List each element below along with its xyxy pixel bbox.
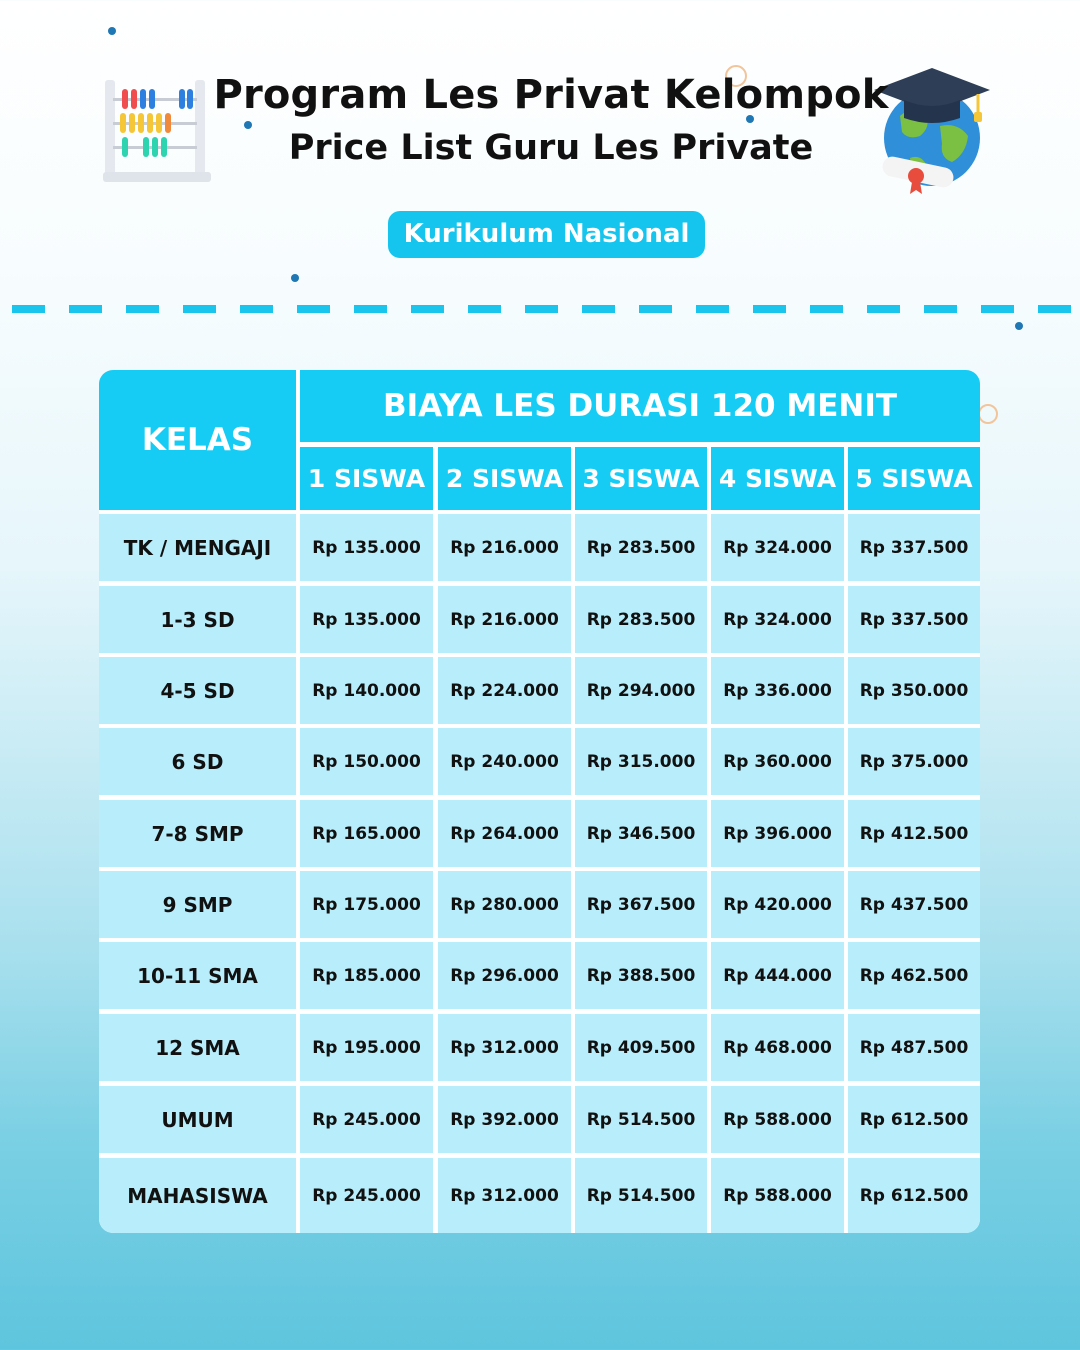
- price-cell: Rp 294.000: [575, 657, 707, 724]
- price-cell: Rp 195.000: [300, 1014, 433, 1081]
- price-cell: Rp 245.000: [300, 1086, 433, 1153]
- kelas-cell: 12 SMA: [99, 1014, 296, 1081]
- price-cell: Rp 264.000: [438, 800, 571, 867]
- price-cell: Rp 185.000: [300, 942, 433, 1009]
- price-cell: Rp 350.000: [848, 657, 980, 724]
- price-cell: Rp 412.500: [848, 800, 980, 867]
- curriculum-badge: Kurikulum Nasional: [388, 211, 705, 258]
- kelas-cell: 9 SMP: [99, 871, 296, 938]
- decor-ring: [725, 65, 747, 87]
- price-cell: Rp 396.000: [711, 800, 844, 867]
- price-cell: Rp 312.000: [438, 1014, 571, 1081]
- decor-dot: [1015, 322, 1023, 330]
- price-cell: Rp 296.000: [438, 942, 571, 1009]
- kelas-cell: UMUM: [99, 1086, 296, 1153]
- price-cell: Rp 337.500: [848, 514, 980, 581]
- price-cell: Rp 360.000: [711, 728, 844, 795]
- price-cell: Rp 216.000: [438, 514, 571, 581]
- price-cell: Rp 324.000: [711, 586, 844, 653]
- price-cell: Rp 240.000: [438, 728, 571, 795]
- price-cell: Rp 135.000: [300, 514, 433, 581]
- price-cell: Rp 612.500: [848, 1086, 980, 1153]
- column-header: 1 SISWA: [300, 447, 433, 510]
- price-cell: Rp 409.500: [575, 1014, 707, 1081]
- price-cell: Rp 150.000: [300, 728, 433, 795]
- kelas-cell: 4-5 SD: [99, 657, 296, 724]
- decor-dot: [244, 121, 252, 129]
- page-title: Program Les Privat Kelompok: [213, 72, 889, 118]
- price-cell: Rp 245.000: [300, 1158, 433, 1233]
- price-cell: Rp 283.500: [575, 586, 707, 653]
- graduation-globe-icon: [874, 68, 990, 194]
- decor-dot: [746, 115, 754, 123]
- duration-header: BIAYA LES DURASI 120 MENIT: [300, 370, 980, 442]
- abacus-icon: [103, 80, 211, 182]
- price-cell: Rp 514.500: [575, 1158, 707, 1233]
- price-table: KELAS BIAYA LES DURASI 120 MENIT 1 SISWA…: [99, 370, 980, 1233]
- price-cell: Rp 588.000: [711, 1158, 844, 1233]
- column-header: 4 SISWA: [711, 447, 844, 510]
- price-cell: Rp 437.500: [848, 871, 980, 938]
- kelas-cell: 7-8 SMP: [99, 800, 296, 867]
- price-cell: Rp 388.500: [575, 942, 707, 1009]
- price-cell: Rp 346.500: [575, 800, 707, 867]
- kelas-cell: 10-11 SMA: [99, 942, 296, 1009]
- price-cell: Rp 216.000: [438, 586, 571, 653]
- price-cell: Rp 444.000: [711, 942, 844, 1009]
- price-cell: Rp 224.000: [438, 657, 571, 724]
- column-header: 5 SISWA: [848, 447, 980, 510]
- price-cell: Rp 337.500: [848, 586, 980, 653]
- price-cell: Rp 336.000: [711, 657, 844, 724]
- decor-ring: [978, 404, 998, 424]
- price-cell: Rp 283.500: [575, 514, 707, 581]
- page-subtitle: Price List Guru Les Private: [288, 128, 814, 168]
- decor-dot: [291, 274, 299, 282]
- decor-dot: [108, 27, 116, 35]
- price-cell: Rp 324.000: [711, 514, 844, 581]
- price-cell: Rp 165.000: [300, 800, 433, 867]
- kelas-cell: 1-3 SD: [99, 586, 296, 653]
- kelas-cell: 6 SD: [99, 728, 296, 795]
- price-cell: Rp 612.500: [848, 1158, 980, 1233]
- price-cell: Rp 315.000: [575, 728, 707, 795]
- column-header: 2 SISWA: [438, 447, 571, 510]
- column-header: 3 SISWA: [575, 447, 707, 510]
- price-cell: Rp 487.500: [848, 1014, 980, 1081]
- kelas-cell: TK / MENGAJI: [99, 514, 296, 581]
- price-cell: Rp 514.500: [575, 1086, 707, 1153]
- price-cell: Rp 588.000: [711, 1086, 844, 1153]
- price-cell: Rp 392.000: [438, 1086, 571, 1153]
- price-cell: Rp 135.000: [300, 586, 433, 653]
- kelas-header: KELAS: [99, 370, 296, 510]
- price-cell: Rp 175.000: [300, 871, 433, 938]
- price-cell: Rp 462.500: [848, 942, 980, 1009]
- price-cell: Rp 312.000: [438, 1158, 571, 1233]
- kelas-cell: MAHASISWA: [99, 1158, 296, 1233]
- price-cell: Rp 420.000: [711, 871, 844, 938]
- price-cell: Rp 468.000: [711, 1014, 844, 1081]
- price-cell: Rp 367.500: [575, 871, 707, 938]
- price-cell: Rp 375.000: [848, 728, 980, 795]
- price-cell: Rp 140.000: [300, 657, 433, 724]
- dashed-divider: [12, 305, 1072, 313]
- price-cell: Rp 280.000: [438, 871, 571, 938]
